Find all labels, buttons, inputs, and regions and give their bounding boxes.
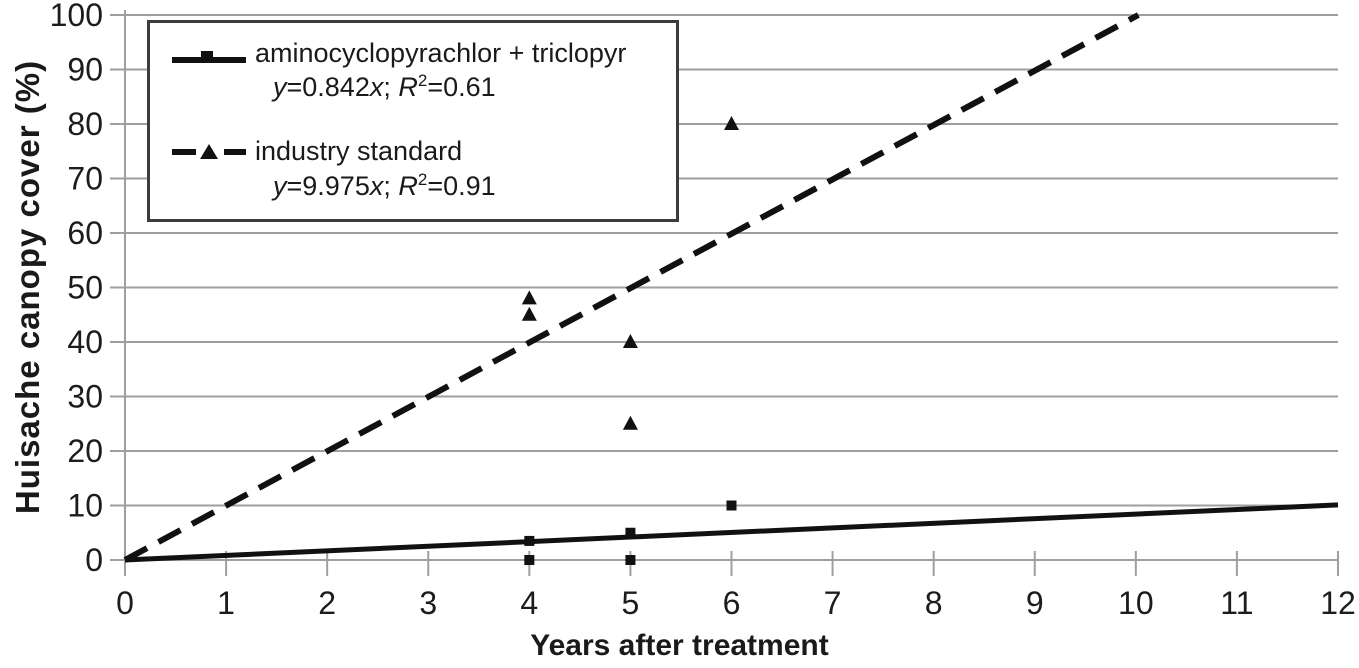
y-tick-label: 30: [67, 379, 103, 415]
eq-var-y: y: [273, 72, 287, 102]
legend-equation-aminocyclopyrachlor: y=0.842x; R2=0.61: [273, 71, 496, 102]
y-tick-label: 60: [67, 215, 103, 251]
data-point-square: [625, 555, 636, 565]
y-tick-label: 90: [67, 52, 103, 88]
data-point-square: [625, 527, 636, 538]
legend-marker-dashed-triangle: [172, 144, 246, 159]
eq-var-x: x: [369, 171, 384, 201]
data-point-triangle: [521, 290, 537, 305]
x-tick-label: 12: [1320, 585, 1356, 621]
y-tick-label: 10: [67, 488, 103, 524]
x-tick-label: 7: [824, 585, 842, 621]
x-axis-title: Years after treatment: [530, 629, 829, 662]
y-axis-title: Huisache canopy cover (%): [9, 59, 46, 515]
x-tick-label: 1: [217, 585, 235, 621]
y-tick-label: 40: [67, 324, 103, 360]
x-tick-label: 5: [622, 585, 640, 621]
legend-label-industry-standard: industry standard: [255, 136, 463, 166]
data-point-triangle: [521, 306, 537, 321]
y-tick-label: 20: [67, 433, 103, 469]
eq-var-r: R: [398, 171, 418, 201]
trend-line-aminocyclopyrachlor: [124, 502, 1339, 563]
data-point-square: [524, 555, 535, 565]
eq-var-x: x: [369, 72, 384, 102]
x-tick-label: 9: [1026, 585, 1044, 621]
data-point-triangle: [622, 415, 638, 430]
legend-marker-solid-square: [172, 51, 246, 63]
x-tick-label: 10: [1118, 585, 1154, 621]
legend-equation-industry-standard: y=9.975x; R2=0.91: [273, 170, 496, 201]
x-tick-label: 11: [1220, 585, 1253, 621]
data-point-square: [524, 535, 535, 546]
y-tick-label: 0: [85, 542, 103, 578]
x-tick-label: 4: [520, 585, 538, 621]
data-point-triangle: [622, 334, 638, 348]
y-tick-label: 80: [67, 106, 103, 142]
eq-var-r: R: [398, 72, 418, 102]
legend-label-aminocyclopyrachlor: aminocyclopyrachlor + triclopyr: [255, 38, 627, 68]
y-tick-label: 70: [67, 161, 103, 197]
data-point-square: [726, 500, 737, 511]
y-tick-label: 100: [50, 0, 103, 33]
x-tick-label: 8: [925, 585, 943, 621]
legend-triangle-marker: [200, 144, 218, 159]
eq-var-y: y: [273, 171, 287, 201]
legend-square-marker: [201, 51, 213, 63]
x-tick-label: 2: [318, 585, 336, 621]
trend-line-industry-standard: [123, 12, 1140, 563]
chart-legend: aminocyclopyrachlor + triclopyr y=0.842x…: [147, 20, 679, 222]
x-tick-label: 0: [116, 585, 134, 621]
x-tick-label: 6: [723, 585, 741, 621]
data-point-triangle: [724, 116, 739, 130]
x-tick-label: 3: [419, 585, 437, 621]
y-tick-label: 50: [67, 270, 103, 306]
